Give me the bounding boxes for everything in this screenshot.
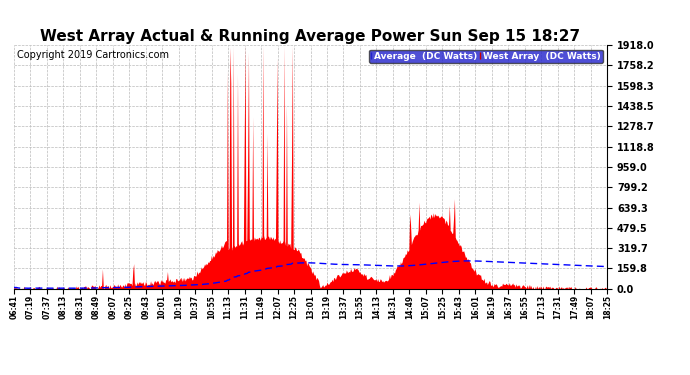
- Legend: Average  (DC Watts), West Array  (DC Watts): Average (DC Watts), West Array (DC Watts…: [369, 50, 602, 63]
- Text: Copyright 2019 Cartronics.com: Copyright 2019 Cartronics.com: [17, 50, 169, 60]
- Title: West Array Actual & Running Average Power Sun Sep 15 18:27: West Array Actual & Running Average Powe…: [41, 29, 580, 44]
